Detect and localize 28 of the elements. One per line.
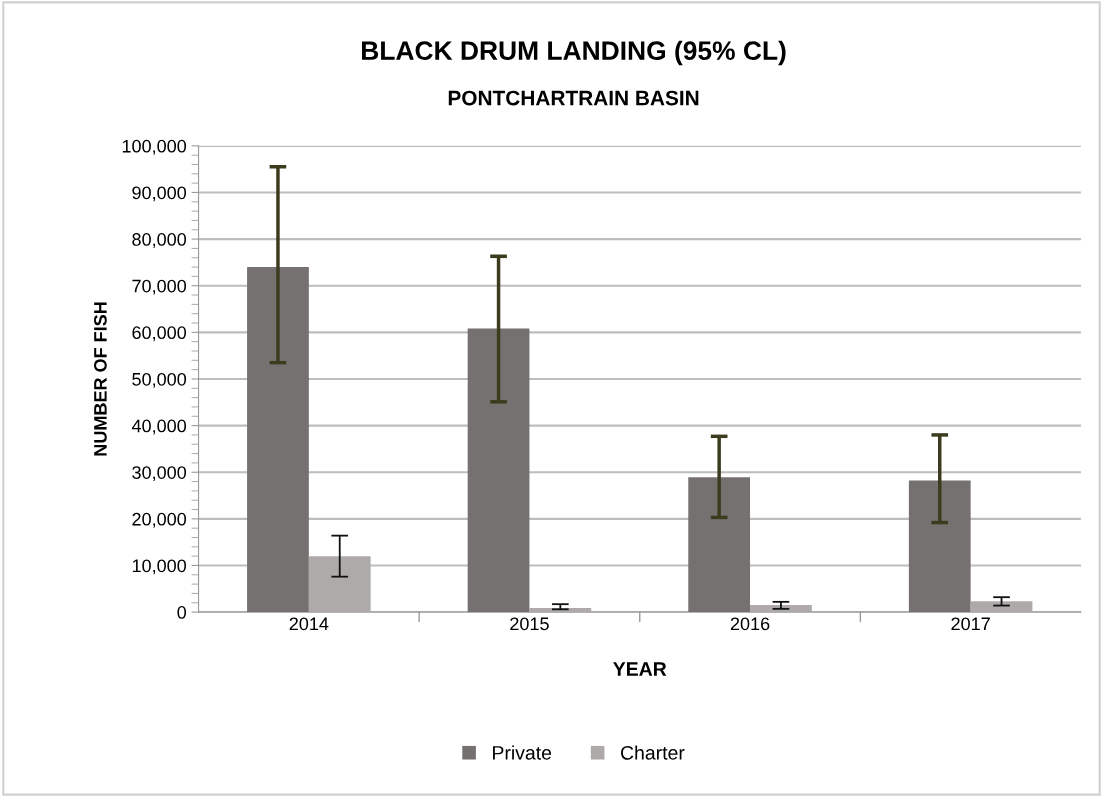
x-tick-label: 2014	[289, 617, 329, 631]
y-axis-title: NUMBER OF FISH	[94, 302, 107, 456]
y-tick-label: 100,000	[122, 139, 187, 155]
legend-label: Private	[493, 745, 552, 760]
bar	[247, 267, 309, 613]
bar	[908, 480, 971, 613]
y-tick-label: 40,000	[131, 419, 187, 435]
y-tick-label: 70,000	[132, 279, 187, 295]
y-tick-label: 50,000	[132, 372, 187, 388]
y-tick-label: 10,000	[132, 559, 187, 575]
bar	[467, 328, 530, 613]
chart-subtitle: PONTCHARTRAIN BASIN	[448, 90, 699, 106]
x-tick-label: 2015	[510, 617, 549, 631]
y-tick-label: 80,000	[132, 233, 187, 248]
bar	[688, 477, 751, 613]
bar	[308, 556, 371, 613]
legend-label: Charter	[621, 745, 685, 760]
bar	[970, 601, 1033, 613]
y-tick-label: 90,000	[132, 186, 187, 202]
y-tick-label: 20,000	[132, 512, 187, 528]
x-tick-label: 2017	[951, 617, 990, 631]
x-axis-title: YEAR	[613, 662, 667, 676]
bar	[750, 605, 812, 613]
x-tick-label: 2016	[730, 617, 770, 631]
y-tick-label: 30,000	[132, 466, 187, 482]
y-tick-label: 60,000	[132, 326, 187, 342]
chart-title: BLACK DRUM LANDING (95% CL)	[362, 40, 786, 66]
y-tick-label: 0	[177, 606, 187, 619]
